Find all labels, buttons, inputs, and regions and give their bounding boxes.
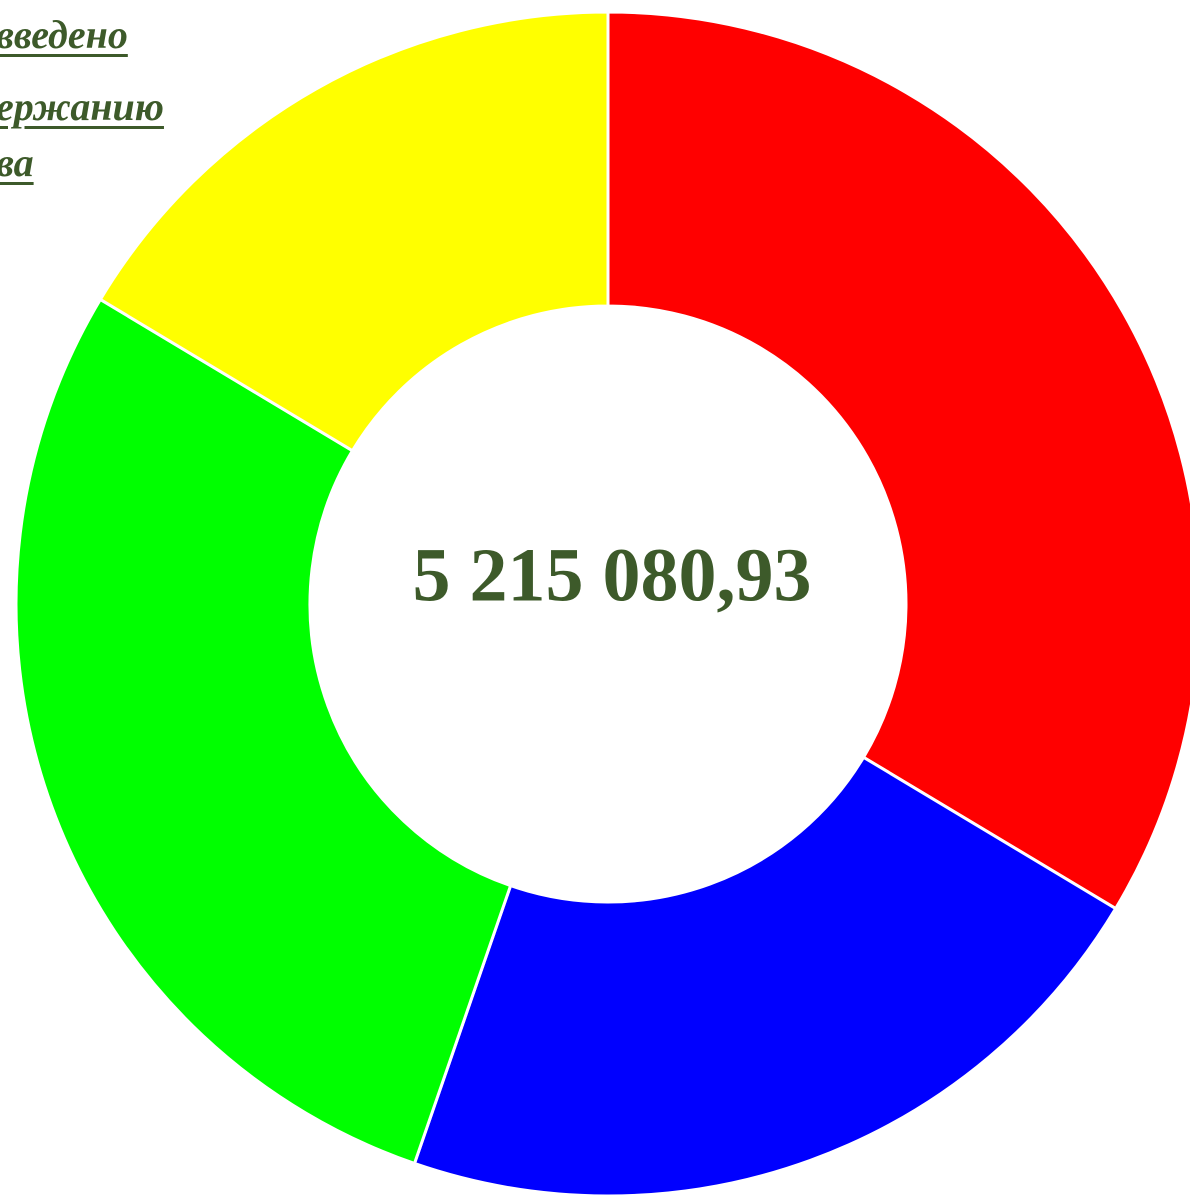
title-fragment-2: ержанию (0, 84, 164, 129)
title-fragment-3: ва (0, 140, 34, 185)
title-fragment-1: введено (0, 12, 128, 57)
donut-slice-1 (606, 10, 1190, 911)
donut-slice-4 (98, 10, 610, 453)
center-total-label: 5 215 080,93 (412, 533, 812, 618)
donut-slice-3 (14, 297, 513, 1166)
donut-slice-2 (412, 755, 1118, 1196)
